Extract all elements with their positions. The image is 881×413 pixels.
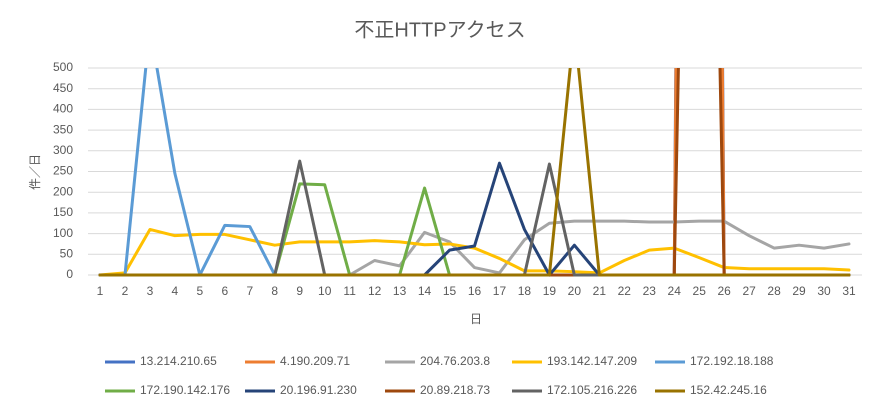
y-tick-label: 0 xyxy=(66,267,73,281)
x-tick-label: 7 xyxy=(246,284,253,298)
x-tick-label: 22 xyxy=(618,284,632,298)
legend: 13.214.210.65 4.190.209.71 204.76.203.8 193… xyxy=(105,354,774,397)
y-tick-label: 300 xyxy=(53,143,73,157)
legend-label: 172.192.18.188 xyxy=(690,354,774,368)
legend-label: 172.190.142.176 xyxy=(140,383,230,397)
x-tick-label: 24 xyxy=(668,284,682,298)
legend-label: 193.142.147.209 xyxy=(547,354,637,368)
y-axis-label: 件／日 xyxy=(28,154,42,190)
x-tick-label: 23 xyxy=(643,284,657,298)
y-tick-label: 50 xyxy=(60,246,74,260)
y-tick-label: 200 xyxy=(53,184,73,198)
legend-label: 152.42.245.16 xyxy=(690,383,767,397)
x-tick-label: 28 xyxy=(767,284,781,298)
x-tick-label: 4 xyxy=(172,284,179,298)
x-tick-label: 20 xyxy=(568,284,582,298)
x-tick-label: 16 xyxy=(468,284,482,298)
x-tick-label: 31 xyxy=(842,284,856,298)
x-tick-label: 25 xyxy=(693,284,707,298)
x-tick-label: 1 xyxy=(97,284,104,298)
y-tick-label: 250 xyxy=(53,164,73,178)
y-tick-label: 100 xyxy=(53,226,73,240)
x-tick-label: 6 xyxy=(221,284,228,298)
x-tick-label: 10 xyxy=(318,284,332,298)
x-tick-label: 18 xyxy=(518,284,532,298)
legend-label: 204.76.203.8 xyxy=(420,354,490,368)
x-tick-label: 14 xyxy=(418,284,432,298)
chart-title: 不正HTTPアクセス xyxy=(354,18,525,41)
x-tick-label: 30 xyxy=(817,284,831,298)
legend-label: 13.214.210.65 xyxy=(140,354,217,368)
y-tick-label: 350 xyxy=(53,122,73,136)
data-line xyxy=(98,68,851,277)
y-tick-label: 450 xyxy=(53,81,73,95)
y-tick-label: 500 xyxy=(53,60,73,74)
legend-label: 172.105.216.226 xyxy=(547,383,637,397)
x-tick-label: 5 xyxy=(197,284,204,298)
legend-label: 4.190.209.71 xyxy=(280,354,350,368)
x-tick-label: 26 xyxy=(717,284,731,298)
x-axis-label: 日 xyxy=(470,312,482,326)
x-tick-label: 11 xyxy=(343,284,356,298)
plot-area xyxy=(98,68,851,277)
x-tick-label: 15 xyxy=(443,284,457,298)
x-tick-label: 3 xyxy=(147,284,154,298)
x-tick-label: 21 xyxy=(593,284,607,298)
y-tick-label: 400 xyxy=(53,102,73,116)
legend-label: 20.89.218.73 xyxy=(420,383,490,397)
legend-label: 20.196.91.230 xyxy=(280,383,357,397)
x-tick-label: 19 xyxy=(543,284,557,298)
y-tick-label: 150 xyxy=(53,205,73,219)
x-tick-label: 12 xyxy=(368,284,382,298)
x-tick-label: 13 xyxy=(393,284,407,298)
x-tick-label: 2 xyxy=(122,284,129,298)
x-tick-label: 29 xyxy=(792,284,806,298)
x-tick-label: 17 xyxy=(493,284,507,298)
x-tick-label: 8 xyxy=(271,284,278,298)
x-tick-label: 27 xyxy=(742,284,756,298)
x-tick-label: 9 xyxy=(296,284,303,298)
